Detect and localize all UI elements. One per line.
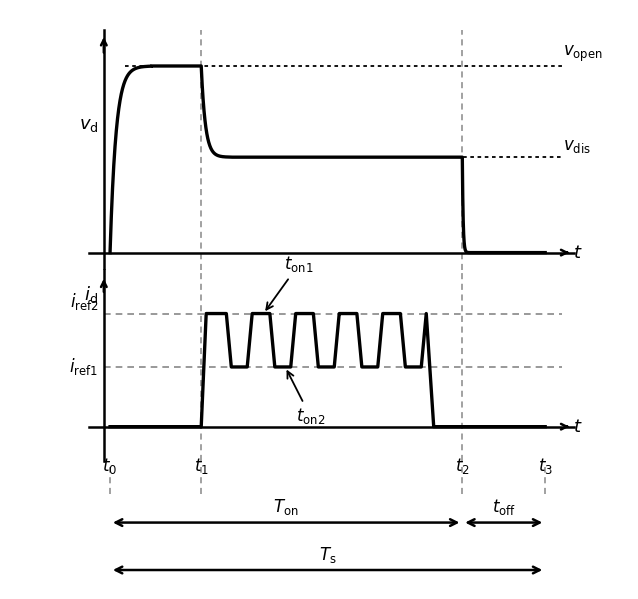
Text: $t_\mathrm{off}$: $t_\mathrm{off}$: [492, 497, 516, 518]
Text: $i_\mathrm{d}$: $i_\mathrm{d}$: [84, 284, 98, 305]
Text: $t$: $t$: [574, 244, 583, 262]
Text: $t_\mathrm{on1}$: $t_\mathrm{on1}$: [266, 254, 314, 310]
Text: $T_\mathrm{s}$: $T_\mathrm{s}$: [319, 544, 336, 565]
Text: $t_2$: $t_2$: [455, 456, 470, 476]
Text: $t_0$: $t_0$: [103, 456, 117, 476]
Text: $v_\mathrm{open}$: $v_\mathrm{open}$: [563, 44, 602, 64]
Text: $t_\mathrm{on2}$: $t_\mathrm{on2}$: [288, 371, 325, 426]
Text: $i_\mathrm{ref2}$: $i_\mathrm{ref2}$: [70, 291, 98, 312]
Text: $t$: $t$: [574, 418, 583, 435]
Text: $i_\mathrm{ref1}$: $i_\mathrm{ref1}$: [70, 356, 98, 377]
Text: $v_\mathrm{dis}$: $v_\mathrm{dis}$: [563, 137, 591, 155]
Text: $T_\mathrm{on}$: $T_\mathrm{on}$: [273, 497, 299, 518]
Text: $t_1$: $t_1$: [194, 456, 209, 476]
Text: $t_3$: $t_3$: [538, 456, 553, 476]
Text: $v_\mathrm{d}$: $v_\mathrm{d}$: [79, 116, 98, 134]
